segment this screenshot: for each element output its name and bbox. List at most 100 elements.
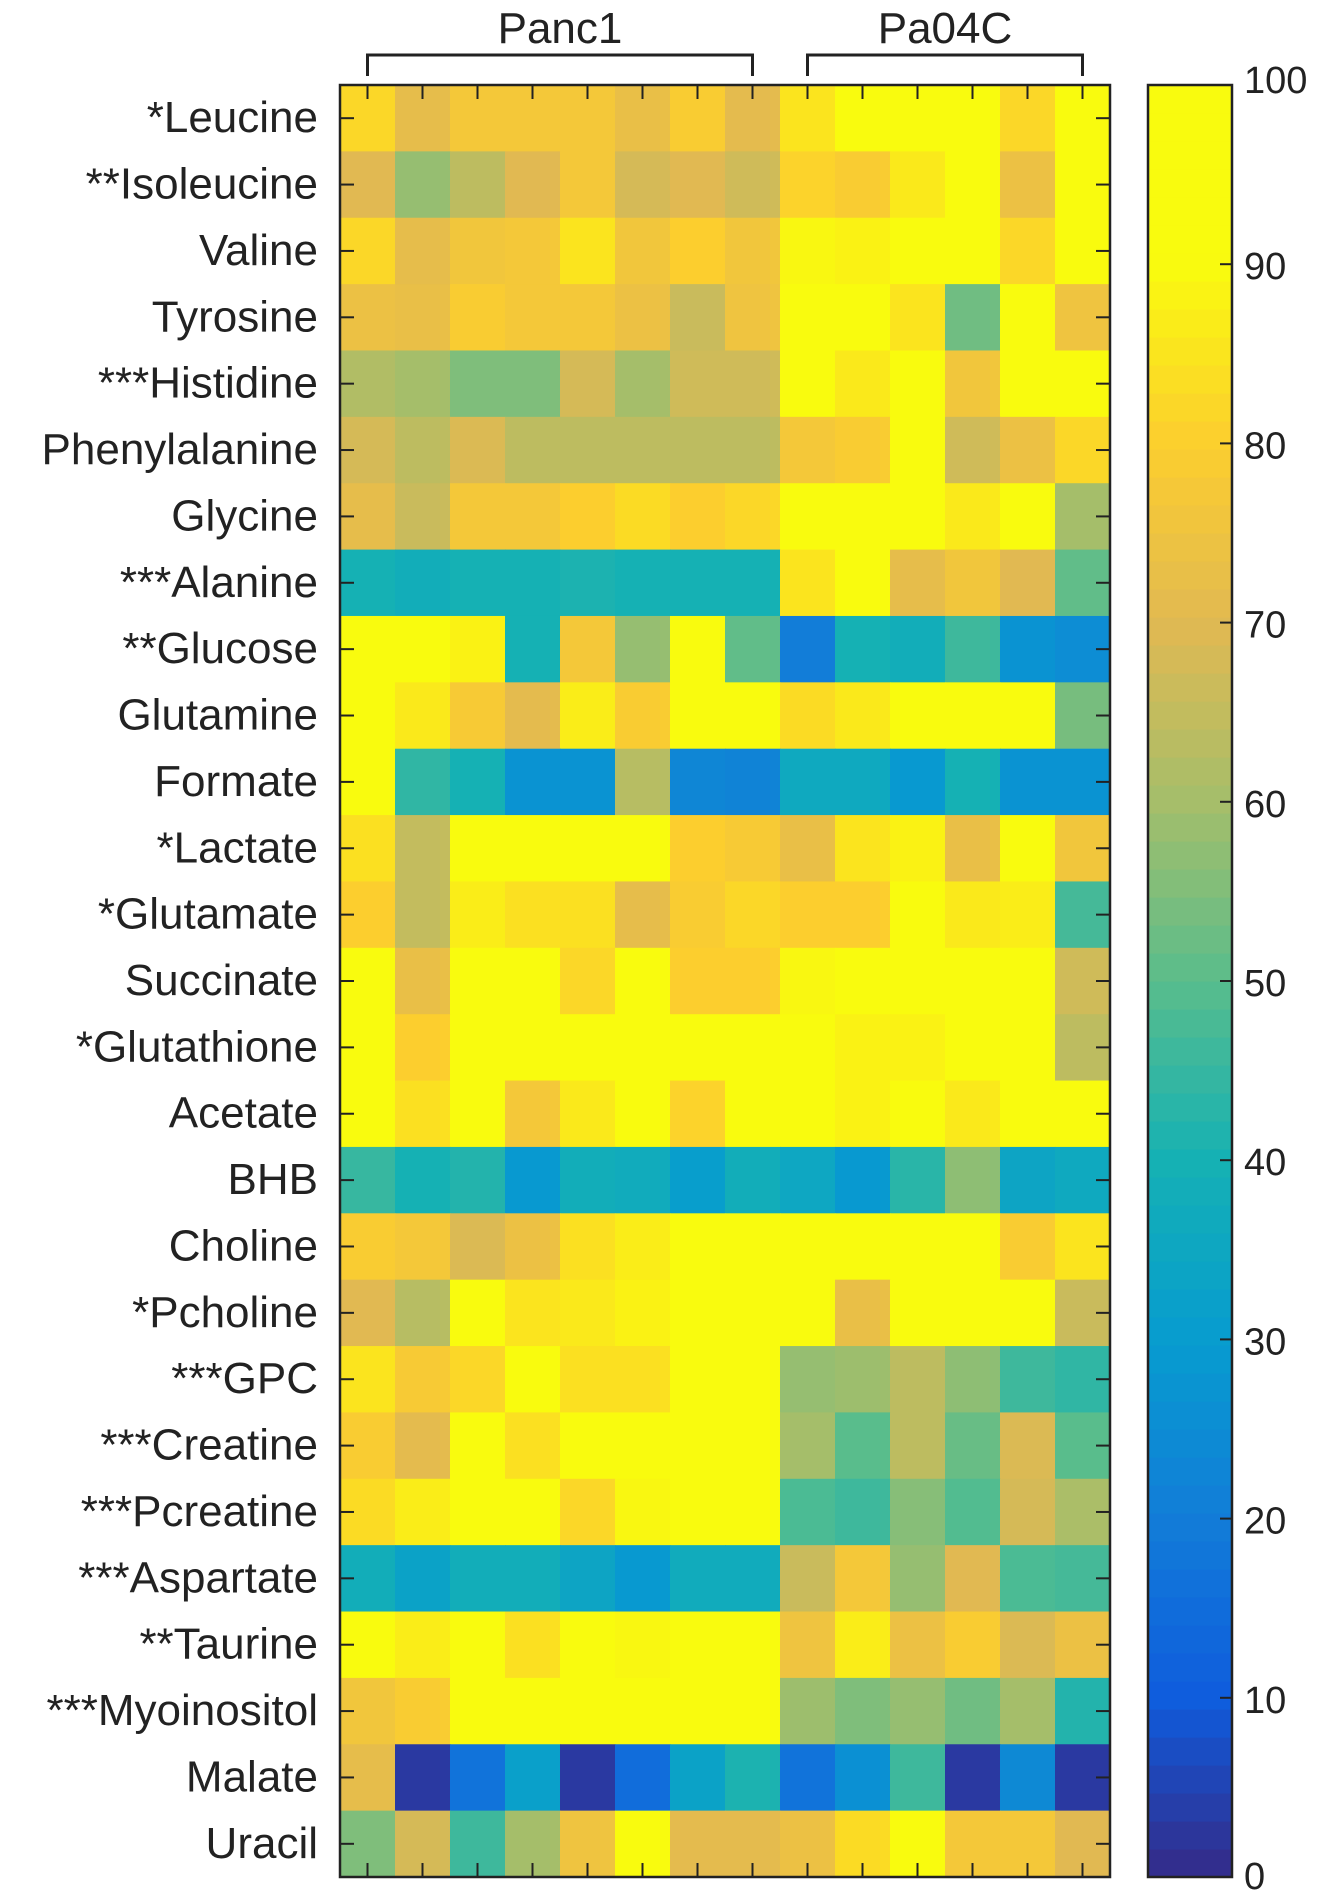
heatmap-cell [615, 1146, 671, 1214]
heatmap-cell [395, 1744, 451, 1812]
row-label: ***Histidine [98, 359, 318, 408]
heatmap-cell [560, 350, 616, 418]
heatmap-cell [780, 1545, 836, 1613]
heatmap-cell [890, 748, 946, 816]
heatmap-cell [890, 881, 946, 949]
heatmap-cell [725, 1146, 781, 1214]
colorbar-segment [1148, 869, 1232, 898]
heatmap-cell [725, 1346, 781, 1414]
colorbar-tick-label: 60 [1244, 784, 1286, 826]
heatmap-cell [725, 1279, 781, 1347]
heatmap-cell [890, 1080, 946, 1148]
heatmap-cell [835, 1014, 891, 1082]
heatmap-cell [505, 350, 561, 418]
heatmap-cell [835, 1478, 891, 1546]
heatmap-cell [560, 682, 616, 750]
heatmap-cell [450, 1611, 506, 1679]
heatmap-cell [890, 284, 946, 352]
heatmap-cell [505, 615, 561, 683]
heatmap-cell [890, 1744, 946, 1812]
heatmap-cell [835, 1080, 891, 1148]
heatmap-cell [670, 350, 726, 418]
heatmap-cell [670, 1346, 726, 1414]
colorbar-tick-label: 20 [1244, 1501, 1286, 1543]
heatmap-cell [505, 947, 561, 1015]
heatmap-cell [395, 151, 451, 219]
heatmap-cell [560, 1478, 616, 1546]
row-label: ***Pcreatine [81, 1487, 318, 1536]
heatmap-cell [890, 1478, 946, 1546]
heatmap-cell [560, 416, 616, 484]
heatmap-cell [945, 1146, 1001, 1214]
heatmap-cell [615, 416, 671, 484]
row-label: Phenylalanine [42, 425, 318, 474]
heatmap-cell [945, 947, 1001, 1015]
heatmap-cell [1000, 217, 1056, 285]
heatmap-cell [1000, 1146, 1056, 1214]
heatmap-cell [395, 284, 451, 352]
heatmap-cell [505, 416, 561, 484]
colorbar-segment [1148, 1289, 1232, 1318]
heatmap-cell [890, 483, 946, 551]
colorbar-segment [1148, 617, 1232, 646]
heatmap-cell [890, 682, 946, 750]
heatmap-cell [615, 1545, 671, 1613]
heatmap-cell [395, 1146, 451, 1214]
heatmap-cell [505, 881, 561, 949]
heatmap-cell [560, 1677, 616, 1745]
heatmap-cell [945, 1677, 1001, 1745]
colorbar-segment [1148, 1793, 1232, 1822]
heatmap-cell [780, 151, 836, 219]
heatmap-cell [395, 1478, 451, 1546]
row-labels: *Leucine **Isoleucine Valine Tyrosine ***His… [42, 93, 318, 1868]
heatmap-cell [450, 483, 506, 551]
heatmap-cell [945, 748, 1001, 816]
heatmap-cell [835, 1611, 891, 1679]
heatmap-cell [560, 217, 616, 285]
colorbar-segment [1148, 1373, 1232, 1402]
heatmap-cell [725, 881, 781, 949]
heatmap-cell [670, 416, 726, 484]
heatmap-cell [450, 682, 506, 750]
heatmap-cell [560, 1146, 616, 1214]
heatmap-cell [560, 615, 616, 683]
heatmap-cell [560, 815, 616, 883]
heatmap-cell [1000, 682, 1056, 750]
heatmap-cell [835, 1677, 891, 1745]
heatmap-cell [395, 1611, 451, 1679]
colorbar-segment [1148, 813, 1232, 842]
heatmap-cell [505, 1213, 561, 1281]
heatmap-cell [1000, 1611, 1056, 1679]
heatmap-cell [945, 416, 1001, 484]
heatmap-cell [670, 151, 726, 219]
heatmap-cell [450, 1545, 506, 1613]
colorbar-segment [1148, 785, 1232, 814]
heatmap-cell [1000, 615, 1056, 683]
heatmap-cells [338, 83, 1112, 1879]
heatmap-cell [835, 549, 891, 617]
colorbar-segment [1148, 309, 1232, 338]
heatmap-cell [725, 151, 781, 219]
heatmap-cell [1000, 947, 1056, 1015]
heatmap-cell [835, 1545, 891, 1613]
heatmap-cell [505, 682, 561, 750]
heatmap-cell [780, 1080, 836, 1148]
colorbar-segment [1148, 281, 1232, 310]
row-label: Valine [199, 226, 318, 275]
heatmap-cell [450, 151, 506, 219]
heatmap-cell [560, 483, 616, 551]
heatmap-cell [615, 1744, 671, 1812]
heatmap-cell [505, 217, 561, 285]
colorbar-segment [1148, 1597, 1232, 1626]
colorbar-tick-label: 40 [1244, 1142, 1286, 1184]
heatmap-cell [725, 1545, 781, 1613]
heatmap-cell [505, 1545, 561, 1613]
row-label: *Lactate [157, 823, 318, 872]
heatmap-cell [835, 815, 891, 883]
heatmap-cell [780, 416, 836, 484]
heatmap-cell [505, 1014, 561, 1082]
heatmap-cell [835, 615, 891, 683]
heatmap-cell [505, 1080, 561, 1148]
heatmap-cell [615, 682, 671, 750]
